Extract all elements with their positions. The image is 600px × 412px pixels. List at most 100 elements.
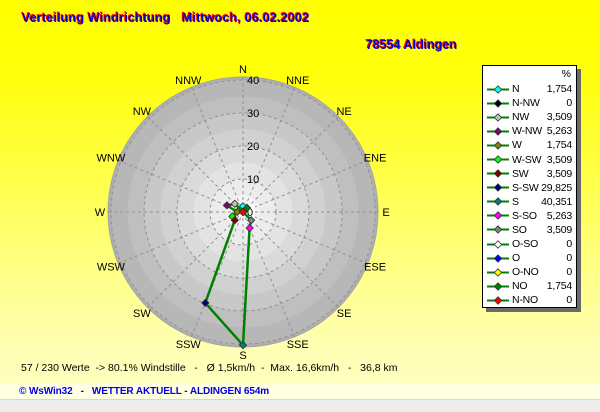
compass-label-NW: NW	[133, 106, 152, 118]
status-bar-text: © WsWin32 - WETTER AKTUELL - ALDINGEN 65…	[19, 386, 270, 397]
radial-tick-label: 30	[247, 108, 259, 120]
legend-series-label: S	[512, 195, 519, 208]
legend-row: S-SW 29,825	[483, 181, 576, 195]
legend-marker-icon	[487, 239, 509, 249]
data-marker-S-SW	[201, 298, 210, 308]
legend-series-label: SO	[512, 223, 527, 236]
compass-label-E: E	[382, 207, 389, 219]
legend-marker-icon	[487, 183, 509, 192]
legend-series-label: NW	[512, 111, 530, 124]
compass-label-N: N	[239, 64, 247, 76]
radial-tick-label: 20	[247, 141, 259, 153]
data-marker-W	[233, 207, 242, 217]
window-bottom-edge	[0, 399, 600, 412]
compass-label-WNW: WNW	[97, 152, 126, 164]
radial-tick-label: 0	[247, 207, 253, 219]
legend-row: W-NW 5,263	[483, 124, 576, 138]
legend-series-label: N-NO	[512, 294, 539, 307]
compass-label-W: W	[95, 207, 106, 219]
legend-series-value: 3,509	[546, 167, 572, 180]
legend-series-value: 5,263	[546, 125, 572, 138]
status-bar: © WsWin32 - WETTER AKTUELL - ALDINGEN 65…	[0, 384, 600, 399]
legend-marker-icon	[487, 112, 509, 122]
legend-series-label: SW	[512, 167, 529, 180]
legend-series-value: 3,509	[546, 111, 572, 124]
compass-label-NE: NE	[336, 106, 351, 118]
legend-marker-icon	[487, 253, 509, 263]
legend-row: S 40,351	[483, 195, 576, 209]
compass-label-SSW: SSW	[176, 339, 202, 351]
polar-grid	[108, 77, 378, 347]
legend-series-label: O	[512, 252, 520, 265]
legend-marker-icon	[487, 197, 509, 207]
data-marker-N-NO	[238, 207, 248, 217]
compass-label-SSE: SSE	[287, 339, 309, 351]
legend-marker-icon	[487, 169, 509, 178]
legend-series-label: S-SW	[512, 181, 539, 194]
compass-label-NNE: NNE	[286, 75, 309, 87]
data-marker-NO	[242, 203, 252, 213]
legend-series-label: O-SO	[512, 238, 539, 251]
legend-row: S-SO 5,263	[483, 209, 576, 223]
legend-series-label: N-NW	[512, 97, 540, 110]
legend-series-value: 1,754	[546, 83, 572, 96]
legend-marker-icon	[487, 84, 509, 94]
legend-series-value: 29,825	[541, 181, 572, 194]
legend-series-value: 1,754	[546, 280, 572, 293]
legend-row: N 1,754	[483, 82, 576, 96]
legend-row: N-NO 0	[483, 293, 576, 307]
legend-series-value: 0	[566, 97, 572, 110]
legend-marker-icon	[487, 267, 509, 277]
legend-series-value: 0	[566, 252, 572, 265]
compass-label-ENE: ENE	[364, 152, 387, 164]
legend-series-label: W-SW	[512, 153, 542, 166]
legend-marker-icon	[487, 225, 509, 235]
legend-marker-icon	[487, 211, 509, 221]
legend-series-value: 3,509	[546, 153, 572, 166]
legend-series-value: 3,509	[546, 223, 572, 236]
compass-label-ESE: ESE	[364, 262, 386, 274]
legend-series-label: NO	[512, 280, 528, 293]
legend-series-label: O-NO	[512, 266, 539, 279]
compass-label-SE: SE	[337, 308, 352, 320]
legend-series-value: 0	[566, 266, 572, 279]
legend-row: N-NW 0	[483, 96, 576, 110]
radial-tick-label: 40	[247, 75, 259, 87]
compass-label-S: S	[239, 350, 246, 362]
legend-series-value: 0	[566, 238, 572, 251]
data-marker-S	[238, 340, 248, 350]
legend-rows: N 1,754 N-NW 0 NW 3,509 W-NW 5,263 W 1,754 W-SW 3,5…	[483, 82, 576, 308]
legend-percent-header: %	[561, 68, 571, 80]
data-marker-S-SO	[245, 223, 254, 233]
legend-row: W 1,754	[483, 138, 576, 152]
data-marker-NW	[230, 199, 239, 208]
wind-data-markers	[201, 199, 256, 350]
legend-marker-icon	[487, 296, 509, 305]
data-marker-SO	[247, 216, 256, 225]
legend-series-label: N	[512, 83, 520, 96]
legend-series-value: 0	[566, 294, 572, 307]
legend-marker-icon	[487, 141, 509, 150]
legend-row: SW 3,509	[483, 167, 576, 181]
legend-marker-icon	[487, 282, 509, 291]
legend-series-value: 40,351	[541, 195, 572, 208]
legend-row: W-SW 3,509	[483, 152, 576, 166]
compass-labels: N NNE NE ENE E ESE SE SSE S SSW SW WSW W WNW NW NNW	[95, 64, 390, 362]
legend-marker-icon	[487, 155, 509, 164]
legend-series-label: S-SO	[512, 209, 537, 222]
legend-row: NW 3,509	[483, 110, 576, 124]
stats-line: 57 / 230 Werte -> 80.1% Windstille - Ø 1…	[21, 362, 398, 374]
legend-series-label: W-NW	[512, 125, 542, 138]
data-marker-SW	[230, 216, 239, 225]
station-label: 78554 Aldingen	[366, 38, 458, 52]
legend-series-value: 5,263	[546, 209, 572, 222]
legend-row: O-SO 0	[483, 237, 576, 251]
radial-tick-label: 10	[247, 174, 259, 186]
legend-marker-icon	[487, 127, 509, 136]
legend-row: SO 3,509	[483, 223, 576, 237]
legend-row: NO 1,754	[483, 279, 576, 293]
legend-row: O-NO 0	[483, 265, 576, 279]
